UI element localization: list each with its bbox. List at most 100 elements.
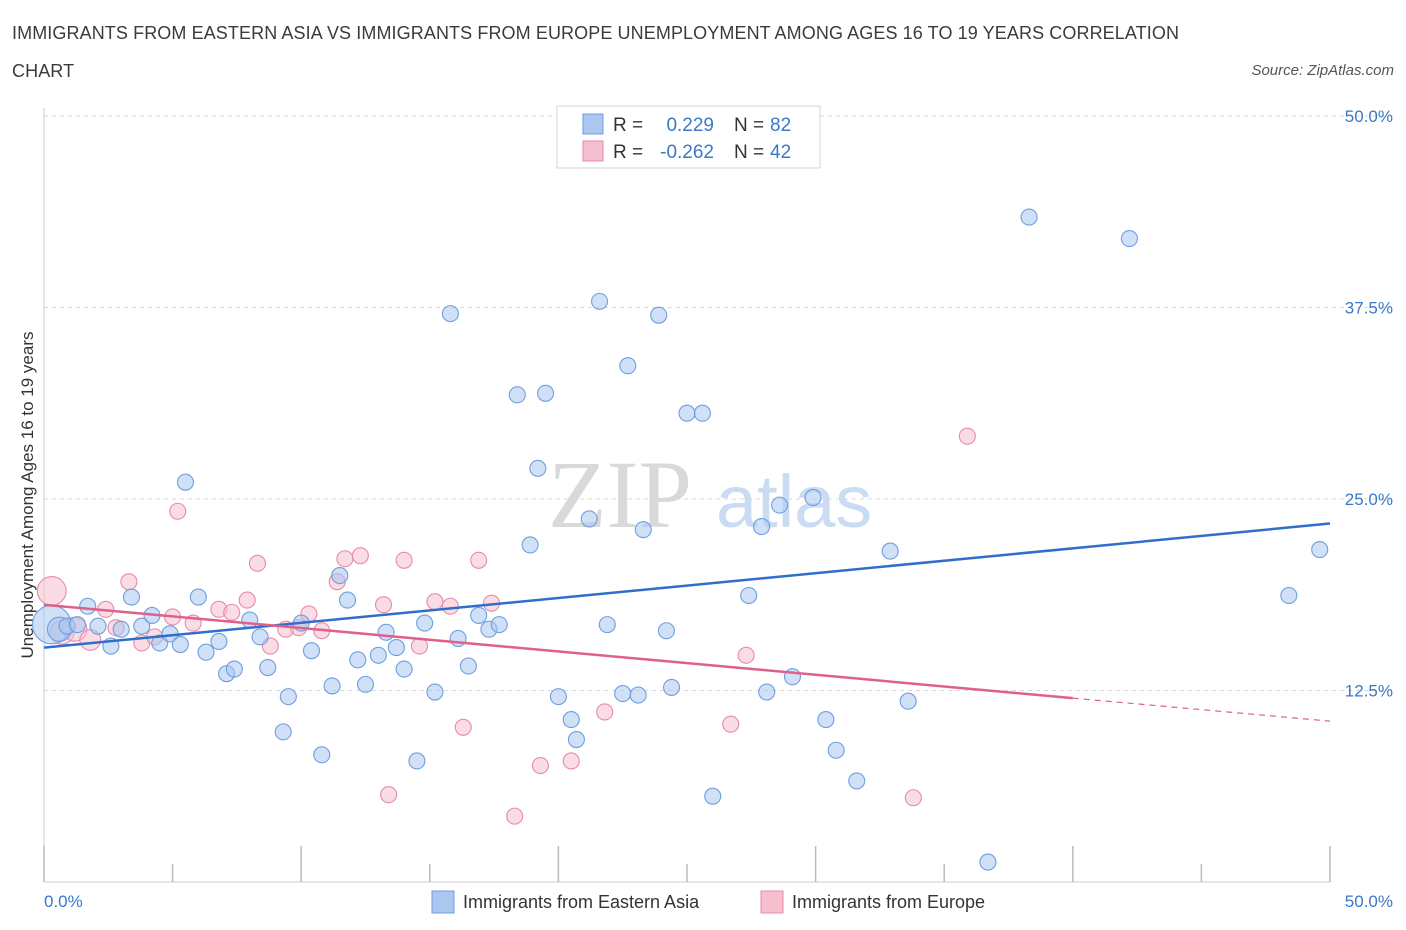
eastern-asia-point [848, 772, 866, 790]
eastern-asia-point [580, 510, 598, 528]
eastern-asia-point [614, 685, 632, 703]
europe-point [374, 596, 393, 614]
europe-point [380, 786, 398, 804]
legend-r-value-pink: -0.262 [660, 142, 714, 163]
eastern-asia-point [133, 617, 151, 635]
eastern-asia-point [470, 606, 488, 624]
eastern-asia-point [387, 639, 405, 657]
eastern-asia-point [225, 660, 243, 678]
eastern-asia-point [302, 642, 321, 660]
bottom-legend-swatch-blue [431, 890, 455, 914]
legend-r-value-blue: 0.229 [666, 115, 714, 136]
y-tick-label: 37.5% [1345, 299, 1393, 318]
eastern-asia-point [323, 677, 341, 695]
eastern-asia-point [112, 620, 130, 638]
eastern-asia-point [279, 688, 297, 706]
europe-point [120, 573, 138, 591]
bottom-legend-label-pink: Immigrants from Europe [792, 892, 985, 912]
europe-point [248, 554, 267, 572]
eastern-asia-point [657, 622, 675, 640]
eastern-asia-point [441, 305, 459, 323]
watermark-atlas: atlas [716, 460, 872, 543]
eastern-asia-point [122, 588, 140, 606]
eastern-asia-point [979, 853, 997, 871]
source-label: Source: ZipAtlas.com [1251, 62, 1394, 79]
europe-point [336, 550, 354, 568]
y-axis-tick-labels: 12.5% 25.0% 37.5% 50.0% [1345, 107, 1393, 701]
eastern-asia-point [241, 611, 259, 629]
eastern-asia-point [274, 723, 292, 741]
europe-point [395, 551, 413, 569]
europe-point [722, 715, 740, 733]
europe-point [454, 718, 472, 736]
eastern-asia-point [771, 496, 789, 514]
eastern-asia-point [881, 542, 899, 560]
eastern-asia-point [508, 386, 526, 404]
eastern-asia-point [356, 675, 375, 693]
trend-lines [43, 522, 1331, 722]
y-axis-title: Unemployment Among Ages 16 to 19 years [18, 332, 37, 659]
eastern-asia-point [338, 591, 357, 609]
eastern-asia-point [176, 473, 195, 491]
europe-point [351, 547, 369, 565]
legend-n-label-pink: N = [734, 142, 764, 163]
eastern-asia-point [619, 357, 637, 375]
eastern-asia-point [650, 306, 668, 324]
eastern-asia-point [1020, 208, 1038, 226]
europe-point [904, 789, 922, 807]
eastern-asia-point [89, 617, 107, 635]
europe-point [562, 752, 580, 770]
eastern-asia-point [753, 518, 771, 536]
eastern-asia-point [313, 746, 331, 764]
europe-point [238, 591, 256, 609]
eastern-asia-point [678, 404, 696, 422]
y-tick-label: 12.5% [1345, 682, 1393, 701]
eastern-asia-point [529, 459, 547, 477]
europe-trend-line [43, 603, 1073, 700]
chart-title: IMMIGRANTS FROM EASTERN ASIA VS IMMIGRAN… [12, 23, 1180, 81]
europe-point [426, 593, 444, 611]
europe-point [737, 646, 755, 664]
eastern-asia-point [197, 643, 215, 661]
watermark-zip: ZIP [548, 441, 692, 548]
legend-n-value-blue: 82 [770, 115, 791, 136]
eastern-asia-point [349, 651, 367, 669]
eastern-asia-point [68, 616, 86, 634]
europe-point [958, 427, 976, 445]
legend-r-label-blue: R = [613, 115, 643, 136]
eastern-asia-point [562, 711, 580, 729]
eastern-asia-point [1120, 230, 1138, 248]
eastern-asia-point [1311, 541, 1329, 559]
eastern-asia-point [79, 597, 97, 615]
bottom-legend-swatch-pink [760, 890, 784, 914]
eastern-asia-point [189, 588, 207, 606]
eastern-asia-point [827, 741, 845, 759]
eastern-asia-point [408, 752, 426, 770]
eastern-asia-point [377, 623, 395, 641]
eastern-asia-point [740, 586, 758, 605]
legend-n-value-pink: 42 [770, 142, 791, 163]
eastern-asia-point [598, 616, 616, 634]
y-tick-label: 25.0% [1345, 490, 1393, 509]
eastern-asia-trend-line [43, 522, 1331, 649]
eastern-asia-point [663, 678, 681, 696]
eastern-asia-point [549, 688, 567, 706]
legend-r-label-pink: R = [613, 142, 643, 163]
eastern-asia-point [521, 536, 539, 554]
europe-point [441, 597, 459, 615]
eastern-asia-point [395, 660, 413, 678]
eastern-asia-point [490, 616, 508, 634]
eastern-asia-point [251, 628, 269, 646]
legend-swatch-blue [582, 113, 604, 135]
europe-trend-extension [1072, 697, 1331, 722]
europe-point [223, 603, 241, 621]
europe-point [470, 551, 488, 569]
eastern-asia-point [171, 635, 189, 654]
x-tick-label-min: 0.0% [44, 892, 83, 911]
eastern-asia-point [817, 711, 835, 729]
eastern-asia-point [634, 521, 652, 539]
eastern-asia-point [1280, 586, 1298, 605]
eastern-asia-point [758, 683, 776, 701]
eastern-asia-point [416, 614, 434, 632]
